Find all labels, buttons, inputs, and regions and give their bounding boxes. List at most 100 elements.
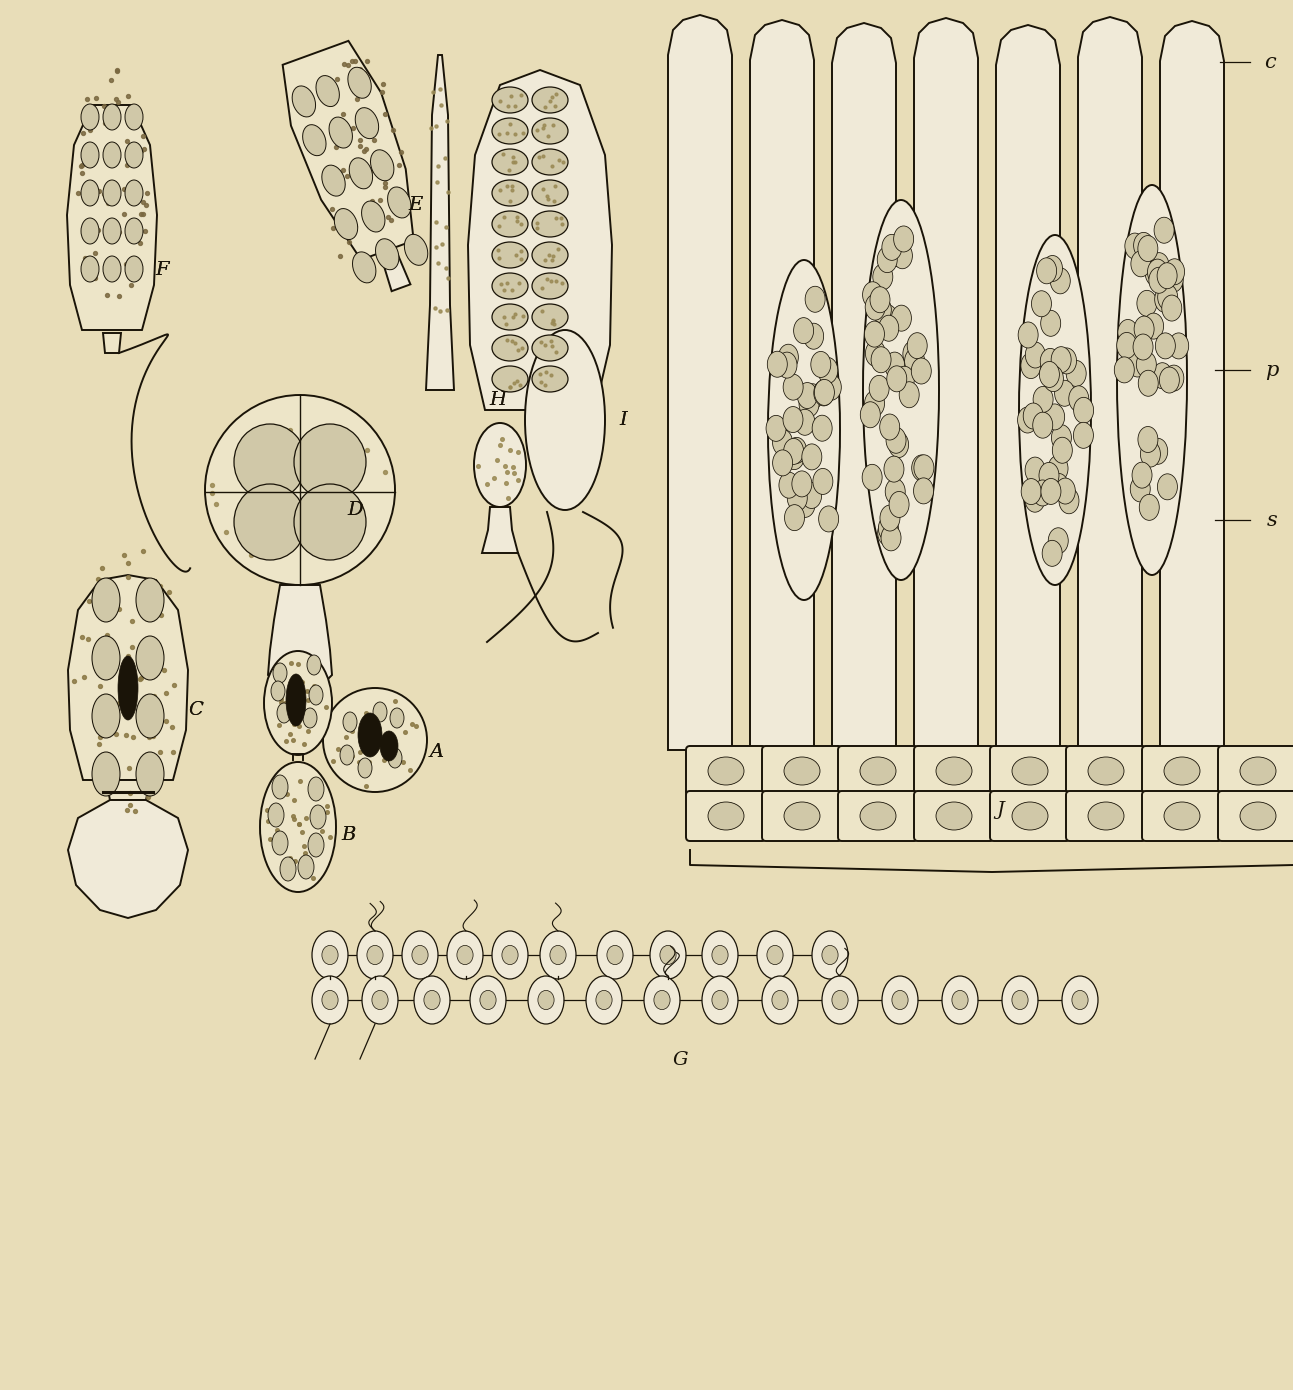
Point <box>434 147 455 170</box>
Point <box>489 214 509 236</box>
Point <box>531 371 552 393</box>
Point <box>375 177 396 199</box>
Text: c: c <box>1265 53 1276 71</box>
Point <box>540 270 561 292</box>
Point <box>533 178 553 200</box>
Ellipse shape <box>1042 541 1062 566</box>
Point <box>343 163 363 185</box>
Point <box>400 759 420 781</box>
Ellipse shape <box>372 991 388 1009</box>
Point <box>497 329 517 352</box>
Ellipse shape <box>1133 334 1153 360</box>
Point <box>359 717 380 739</box>
Point <box>137 787 158 809</box>
Ellipse shape <box>92 637 120 680</box>
Ellipse shape <box>1164 758 1200 785</box>
Ellipse shape <box>884 352 905 378</box>
Point <box>425 211 446 234</box>
Point <box>500 85 521 107</box>
Ellipse shape <box>528 976 564 1024</box>
Point <box>530 331 551 353</box>
Ellipse shape <box>1055 478 1076 505</box>
Point <box>542 156 562 178</box>
Point <box>544 313 565 335</box>
Point <box>356 755 376 777</box>
Ellipse shape <box>328 117 353 149</box>
Ellipse shape <box>493 366 528 392</box>
Point <box>490 434 511 456</box>
Point <box>544 190 565 213</box>
Point <box>551 213 572 235</box>
Point <box>341 720 362 742</box>
Point <box>138 726 159 748</box>
Point <box>353 254 374 277</box>
Ellipse shape <box>493 931 528 979</box>
Ellipse shape <box>795 492 815 517</box>
Point <box>134 221 155 243</box>
Point <box>359 751 380 773</box>
Ellipse shape <box>767 945 784 965</box>
Ellipse shape <box>762 976 798 1024</box>
Point <box>425 236 446 259</box>
Ellipse shape <box>798 382 817 409</box>
Point <box>118 566 138 588</box>
Point <box>546 270 566 292</box>
Point <box>489 246 509 268</box>
Point <box>290 770 310 792</box>
Point <box>323 749 344 771</box>
Ellipse shape <box>1062 976 1098 1024</box>
FancyBboxPatch shape <box>990 746 1071 796</box>
Ellipse shape <box>785 505 804 531</box>
Text: D: D <box>348 500 363 518</box>
Ellipse shape <box>1131 250 1151 277</box>
Ellipse shape <box>315 75 339 107</box>
Point <box>136 195 156 217</box>
Ellipse shape <box>803 384 822 410</box>
Ellipse shape <box>1138 370 1159 396</box>
Point <box>304 674 325 696</box>
Point <box>292 671 313 694</box>
Ellipse shape <box>1032 291 1051 317</box>
Polygon shape <box>668 15 732 751</box>
Ellipse shape <box>1165 259 1184 285</box>
Point <box>295 841 315 863</box>
Point <box>490 90 511 113</box>
Ellipse shape <box>125 256 144 282</box>
Ellipse shape <box>586 976 622 1024</box>
Point <box>359 160 380 182</box>
Point <box>71 161 92 183</box>
Ellipse shape <box>1140 441 1160 467</box>
Ellipse shape <box>1130 475 1151 502</box>
Point <box>388 751 409 773</box>
Ellipse shape <box>348 67 371 99</box>
Point <box>490 272 511 295</box>
Ellipse shape <box>772 991 789 1009</box>
Ellipse shape <box>778 473 799 498</box>
Ellipse shape <box>818 506 839 532</box>
Point <box>274 443 295 466</box>
Point <box>423 81 443 103</box>
FancyBboxPatch shape <box>1218 746 1293 796</box>
Point <box>509 271 530 293</box>
Point <box>335 726 356 748</box>
Text: I: I <box>619 411 627 430</box>
Ellipse shape <box>1137 352 1156 378</box>
Point <box>389 709 410 731</box>
Point <box>283 808 304 830</box>
Ellipse shape <box>799 391 818 417</box>
Ellipse shape <box>125 218 144 245</box>
Point <box>384 733 405 755</box>
Point <box>341 50 362 72</box>
Point <box>155 709 176 731</box>
Ellipse shape <box>812 416 833 441</box>
Ellipse shape <box>234 424 306 500</box>
Point <box>283 805 304 827</box>
Point <box>279 418 300 441</box>
Point <box>122 610 142 632</box>
Ellipse shape <box>1087 802 1124 830</box>
Ellipse shape <box>1033 413 1053 438</box>
Point <box>116 131 137 153</box>
Point <box>362 189 383 211</box>
Polygon shape <box>468 70 612 410</box>
Ellipse shape <box>899 382 919 407</box>
